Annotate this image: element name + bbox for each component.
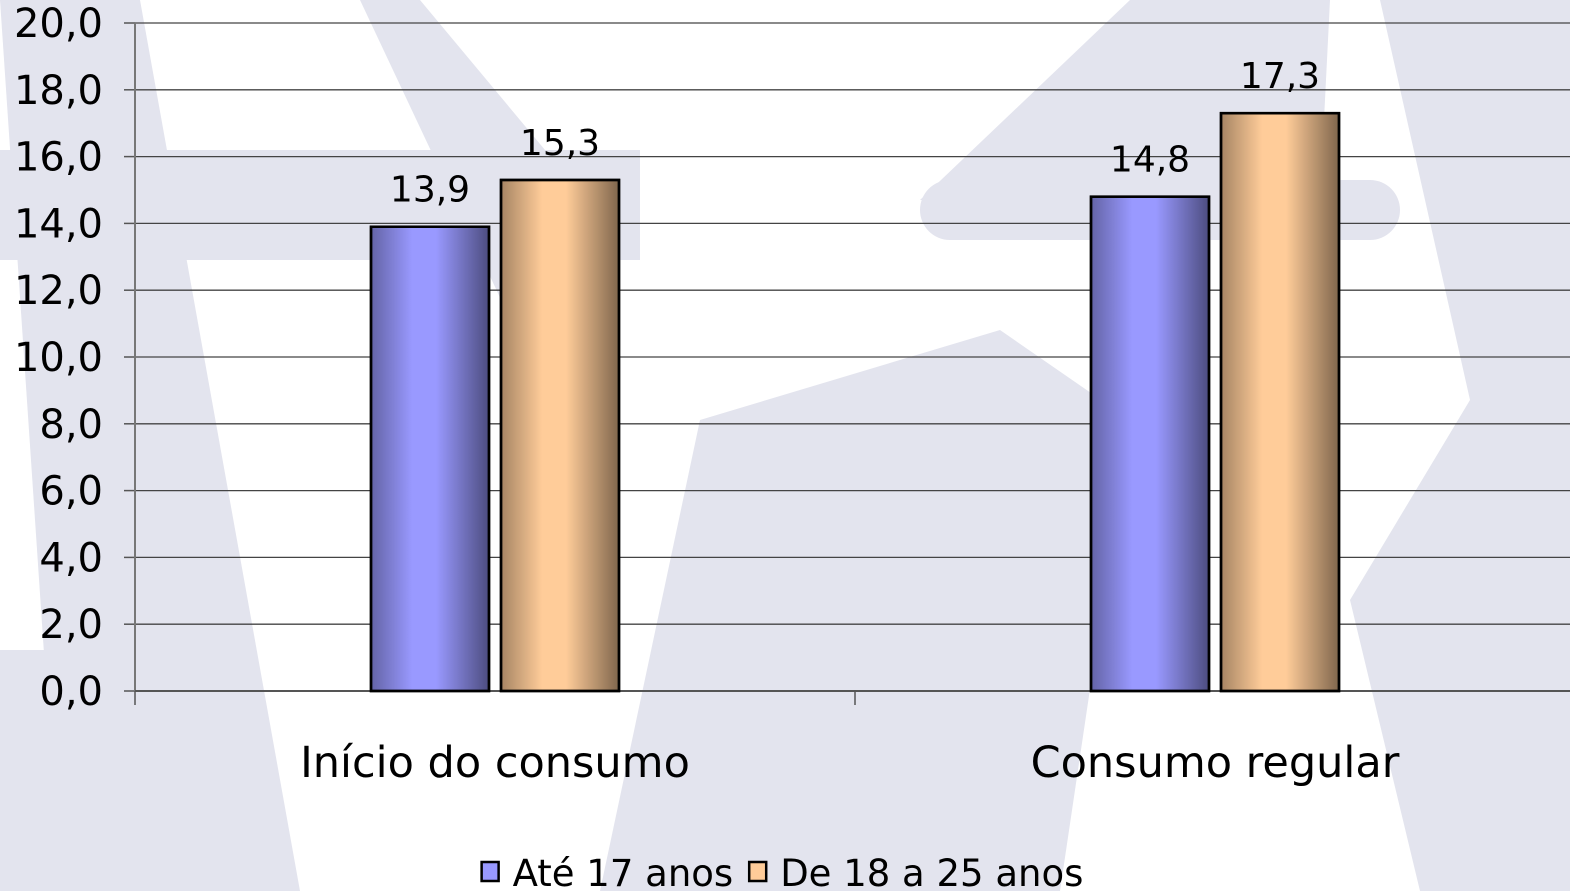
bar-shade xyxy=(1219,111,1341,693)
bar-shade xyxy=(369,225,491,693)
value-label: 17,3 xyxy=(1240,56,1320,97)
bar-shade xyxy=(499,178,621,693)
value-label: 14,8 xyxy=(1110,140,1190,181)
y-tick-label: 4,0 xyxy=(39,535,103,581)
y-tick-label: 10,0 xyxy=(14,335,103,381)
y-tick-label: 8,0 xyxy=(39,402,103,448)
legend-swatch xyxy=(480,860,500,883)
value-label: 15,3 xyxy=(520,123,600,164)
y-tick-label: 0,0 xyxy=(39,669,103,715)
bar-shade xyxy=(1089,195,1211,693)
y-tick-label: 18,0 xyxy=(14,68,103,114)
y-tick-label: 20,0 xyxy=(14,1,103,47)
y-tick-label: 16,0 xyxy=(14,135,103,181)
legend-label: Até 17 anos xyxy=(513,852,734,891)
y-tick-label: 2,0 xyxy=(39,602,103,648)
x-tick-label: Início do consumo xyxy=(300,738,690,788)
x-tick-label: Consumo regular xyxy=(1031,738,1400,788)
legend-swatch xyxy=(747,860,768,883)
y-tick-label: 12,0 xyxy=(14,268,103,314)
value-label: 13,9 xyxy=(390,170,470,211)
y-tick-label: 14,0 xyxy=(14,201,103,247)
y-tick-label: 6,0 xyxy=(39,469,103,515)
legend-label: De 18 a 25 anos xyxy=(780,852,1083,891)
